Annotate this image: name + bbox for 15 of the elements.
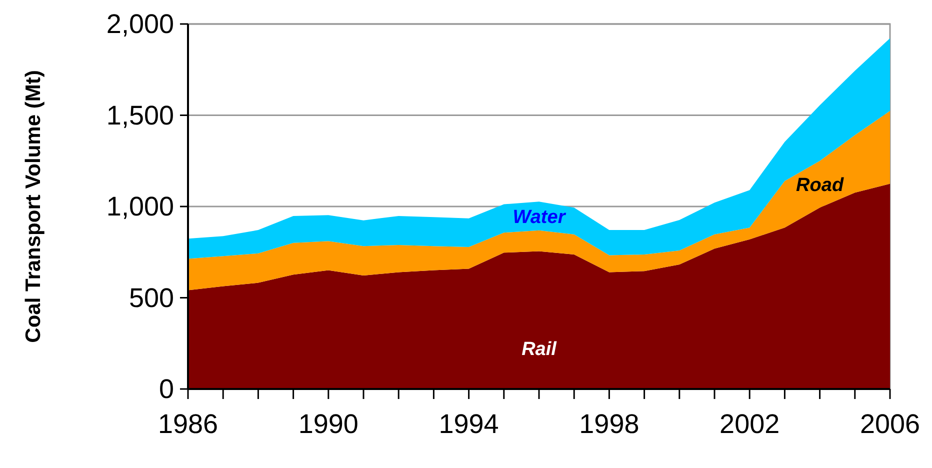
y-tick-label: 1,000 <box>106 192 174 222</box>
y-tick-label: 500 <box>128 282 174 313</box>
x-tick-label: 1998 <box>579 409 640 439</box>
y-tick-label: 1,500 <box>106 100 174 130</box>
series-label: Rail <box>522 339 558 360</box>
x-tick-label: 1994 <box>438 409 499 439</box>
series-label: Water <box>512 206 567 228</box>
x-tick-label: 1990 <box>298 409 358 439</box>
y-tick-label: 0 <box>158 374 174 404</box>
y-tick-label: 2,000 <box>106 9 174 39</box>
y-axis-title: Coal Transport Volume (Mt) <box>22 70 45 343</box>
series-label: Road <box>796 175 844 196</box>
x-tick-label: 2006 <box>860 409 920 439</box>
x-tick-label: 2002 <box>720 409 780 439</box>
x-tick-label: 1986 <box>158 409 218 439</box>
